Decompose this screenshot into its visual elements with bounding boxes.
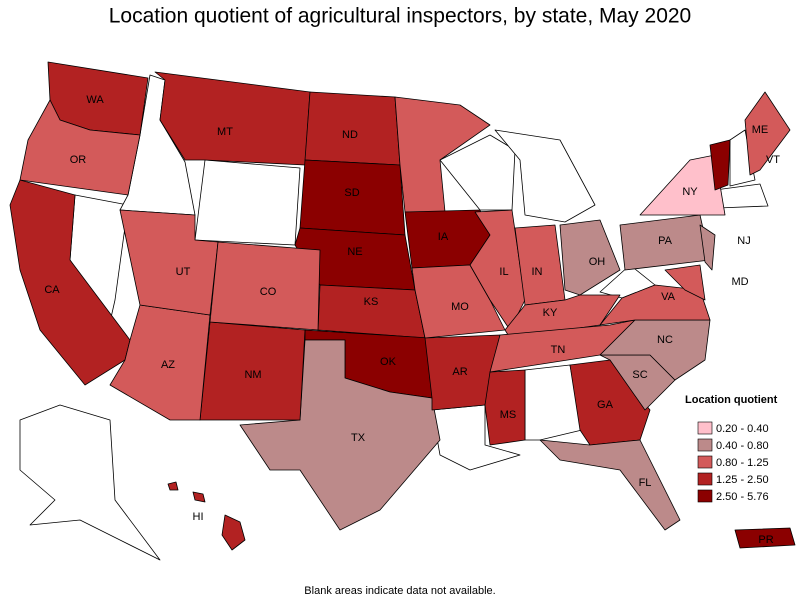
state-label: ME <box>752 124 769 136</box>
state <box>192 491 206 503</box>
state-label: VA <box>661 291 676 303</box>
state-label: NC <box>657 334 673 346</box>
state <box>167 481 179 491</box>
state-label: IL <box>499 266 508 278</box>
state-label: WA <box>86 94 104 106</box>
state-label: OK <box>380 356 397 368</box>
state-label: OH <box>589 256 606 268</box>
state <box>539 439 681 531</box>
legend-swatch <box>697 455 713 469</box>
state-label: IA <box>438 231 449 243</box>
state-label: UT <box>176 266 191 278</box>
legend-label: 1.25 - 2.50 <box>716 474 769 486</box>
state-label: CA <box>44 284 60 296</box>
note: Blank areas indicate data not available. <box>304 585 495 597</box>
state <box>734 527 796 549</box>
state-label: KY <box>543 307 558 319</box>
legend-label: 0.20 - 0.40 <box>716 423 769 435</box>
state <box>709 139 731 191</box>
state-label: TX <box>351 432 366 444</box>
state <box>424 334 501 411</box>
state-label: PR <box>758 534 773 546</box>
legend-title: Location quotient <box>685 394 778 406</box>
state-label: PA <box>658 235 673 247</box>
state <box>699 224 716 271</box>
state-label: NE <box>347 246 362 258</box>
state <box>221 514 246 551</box>
state-blank <box>19 404 161 561</box>
state <box>239 339 441 531</box>
legend-label: 2.50 - 5.76 <box>716 491 769 503</box>
state <box>109 304 211 421</box>
state-label: TN <box>551 344 566 356</box>
legend-swatch <box>697 489 713 503</box>
state-label: AZ <box>161 359 175 371</box>
blank-states <box>19 74 769 561</box>
states: WAORCAMTNDSDNEKSOKTXNMAZUTCOMNIAMOARMSIL… <box>9 61 796 551</box>
state-blank <box>729 129 756 187</box>
state-label: GA <box>597 399 614 411</box>
state-label: ND <box>342 129 358 141</box>
state-label: SD <box>344 187 359 199</box>
state <box>209 241 321 331</box>
state <box>317 284 426 339</box>
legend-label: 0.40 - 0.80 <box>716 440 769 452</box>
state-blank <box>439 134 516 211</box>
state-blank <box>194 159 301 246</box>
state <box>744 91 791 176</box>
state-label: MO <box>451 301 469 313</box>
state-label: IN <box>532 266 543 278</box>
state-label: FL <box>639 477 652 489</box>
state-label: NM <box>244 369 261 381</box>
state-label: OR <box>70 154 87 166</box>
state <box>484 369 526 446</box>
state <box>559 219 621 296</box>
legend-swatch <box>697 421 713 435</box>
state-label: NJ <box>737 235 750 247</box>
legend: Location quotient 0.20 - 0.40 0.40 - 0.80… <box>685 394 778 503</box>
state-label: MT <box>217 126 233 138</box>
legend-label: 0.80 - 1.25 <box>716 457 769 469</box>
state-label: KS <box>364 296 379 308</box>
state-label: VT <box>766 154 780 166</box>
state <box>394 96 491 213</box>
map-title: Location quotient of agricultural inspec… <box>109 5 692 28</box>
state-label: SC <box>632 369 647 381</box>
state <box>19 99 141 196</box>
state-label: CO <box>260 286 277 298</box>
state-label: NY <box>682 186 698 198</box>
state-label: MS <box>500 409 517 421</box>
state-label: AR <box>452 366 467 378</box>
state-label: MD <box>731 276 748 288</box>
state-blank <box>494 129 596 223</box>
state <box>9 179 131 386</box>
state <box>469 209 526 331</box>
legend-swatch <box>697 438 713 452</box>
state-label: HI <box>193 511 204 523</box>
state <box>664 264 706 301</box>
legend-swatch <box>697 472 713 486</box>
